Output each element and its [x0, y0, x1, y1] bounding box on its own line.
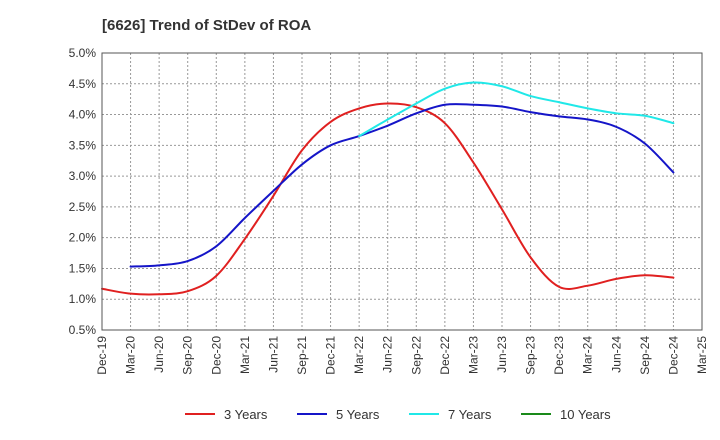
y-tick-label: 4.0%	[69, 108, 97, 122]
series-line-3-years	[101, 102, 675, 296]
legend-label: 3 Years	[224, 407, 268, 422]
x-tick-label: Sep-22	[409, 336, 423, 375]
x-tick-label: Dec-24	[666, 336, 680, 375]
x-tick-label: Mar-23	[466, 336, 480, 374]
series-line-7-years	[358, 81, 675, 138]
x-tick-label: Dec-21	[324, 336, 338, 375]
y-tick-label: 3.0%	[69, 169, 97, 183]
y-tick-label: 2.0%	[69, 231, 97, 245]
y-tick-label: 4.5%	[69, 77, 97, 91]
y-tick-label: 3.5%	[69, 138, 97, 152]
y-tick-label: 1.0%	[69, 292, 97, 306]
x-tick-label: Mar-20	[124, 336, 138, 374]
x-tick-label: Sep-24	[638, 336, 652, 375]
x-tick-label: Dec-20	[209, 336, 223, 375]
x-tick-label: Mar-22	[352, 336, 366, 374]
x-axis-ticks: Dec-19 Mar-20 Jun-20 Sep-20 Dec-20 Mar-21 Jun-…	[95, 336, 709, 375]
y-tick-label: 5.0%	[69, 46, 97, 60]
x-tick-label: Jun-23	[495, 336, 509, 373]
plot-frame	[101, 52, 703, 331]
y-tick-label: 1.5%	[69, 261, 97, 275]
chart-title: [6626] Trend of StDev of ROA	[102, 17, 311, 34]
y-tick-label: 0.5%	[69, 323, 97, 337]
series-lines	[101, 81, 675, 296]
x-tick-label: Dec-19	[95, 336, 109, 375]
x-tick-label: Jun-24	[609, 336, 623, 373]
legend: 3 Years 5 Years 7 Years 10 Years	[185, 407, 611, 422]
legend-label: 10 Years	[560, 407, 611, 422]
x-tick-label: Dec-22	[438, 336, 452, 375]
x-tick-label: Jun-21	[266, 336, 280, 373]
x-tick-label: Jun-22	[381, 336, 395, 373]
grid	[101, 52, 703, 331]
x-tick-label: Sep-20	[181, 336, 195, 375]
x-tick-label: Mar-24	[581, 336, 595, 374]
legend-label: 5 Years	[336, 407, 380, 422]
x-tick-label: Sep-23	[524, 336, 538, 375]
x-tick-label: Jun-20	[152, 336, 166, 373]
x-tick-label: Dec-23	[552, 336, 566, 375]
legend-label: 7 Years	[448, 407, 492, 422]
x-tick-label: Sep-21	[295, 336, 309, 375]
x-tick-label: Mar-21	[238, 336, 252, 374]
y-axis-ticks: 0.5% 1.0% 1.5% 2.0% 2.5% 3.0% 3.5% 4.0% 4.5% 5.0%	[69, 46, 97, 337]
x-tick-label: Mar-25	[695, 336, 709, 374]
series-line-5-years	[129, 102, 675, 268]
y-tick-label: 2.5%	[69, 200, 97, 214]
